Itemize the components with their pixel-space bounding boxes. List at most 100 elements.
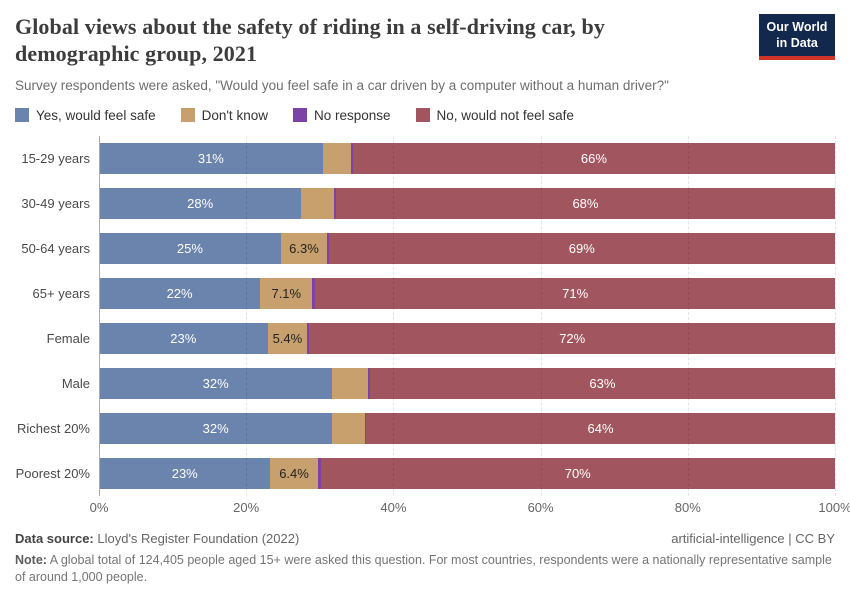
chart-row: 15-29 years 31% 66%	[15, 136, 835, 181]
chart-row: 65+ years 22% 7.1% 71%	[15, 271, 835, 316]
bar-value-label: 6.4%	[279, 465, 309, 481]
bar-segment[interactable]	[364, 412, 367, 444]
bar-segment[interactable]: 71%	[315, 277, 835, 309]
bar-segment[interactable]: 23%	[99, 322, 268, 354]
bar-value-label: 32%	[202, 375, 229, 391]
x-axis-tick-label: 40%	[380, 499, 407, 515]
legend-label: No response	[313, 107, 391, 123]
bar-segment[interactable]	[317, 457, 321, 489]
category-label: Poorest 20%	[15, 465, 90, 481]
bar-segment[interactable]: 68%	[335, 187, 835, 219]
bar-track: 32% 63%	[99, 367, 835, 399]
data-source: Data source: Lloyd's Register Foundation…	[15, 531, 299, 546]
x-axis: 0% 20% 40% 60% 80% 100%	[90, 499, 850, 522]
chart-subtitle: Survey respondents were asked, "Would yo…	[15, 77, 669, 93]
bar-segment[interactable]: 23%	[99, 457, 271, 489]
license-link[interactable]: artificial-intelligence | CC BY	[671, 530, 835, 546]
legend-label: No, would not feel safe	[436, 107, 574, 123]
bar-segment[interactable]	[322, 142, 351, 174]
legend-item[interactable]: No response	[292, 107, 391, 123]
bar-segment[interactable]: 5.4%	[267, 322, 308, 354]
legend-swatch-icon	[180, 108, 195, 123]
category-label: 50-64 years	[21, 240, 90, 256]
bar-segment[interactable]: 6.4%	[270, 457, 318, 489]
bar-value-label: 25%	[176, 240, 203, 256]
bar-segment[interactable]: 70%	[320, 457, 835, 489]
bar-track: 28% 68%	[99, 187, 835, 219]
x-axis-tick-label: 60%	[527, 499, 554, 515]
legend-swatch-icon	[15, 108, 29, 123]
bar-track: 22% 7.1% 71%	[99, 277, 835, 309]
bar-segment[interactable]: 69%	[328, 232, 835, 264]
bar-segment[interactable]: 32%	[99, 367, 333, 399]
bar-segment[interactable]	[332, 367, 368, 399]
bar-segment[interactable]: 32%	[99, 412, 333, 444]
note-label: Note:	[15, 552, 47, 567]
bar-segment[interactable]: 28%	[99, 187, 302, 219]
data-source-label: Data source:	[15, 530, 94, 546]
bar-value-label: 70%	[564, 465, 591, 481]
bar-segment[interactable]: 64%	[366, 412, 835, 444]
legend-item[interactable]: Don't know	[180, 107, 268, 123]
footer: Data source: Lloyd's Register Foundation…	[15, 531, 835, 586]
category-label: Richest 20%	[17, 420, 90, 436]
bar-value-label: 6.3%	[289, 240, 319, 256]
bar-segment[interactable]: 31%	[99, 142, 323, 174]
chart-note: Note: A global total of 124,405 people a…	[15, 552, 835, 586]
chart-row: Female 23% 5.4% 72%	[15, 316, 835, 361]
bar-segment[interactable]	[333, 187, 336, 219]
bar-value-label: 22%	[166, 285, 193, 301]
bar-segment[interactable]	[327, 232, 329, 264]
bar-value-label: 63%	[589, 375, 616, 391]
chart-row: Richest 20% 32% 64%	[15, 406, 835, 451]
bar-segment[interactable]	[312, 277, 316, 309]
legend-swatch-icon	[415, 108, 430, 123]
data-source-value: Lloyd's Register Foundation (2022)	[93, 530, 300, 546]
owid-logo-line1: Our World	[766, 20, 828, 34]
x-axis-tick-label: 20%	[233, 499, 260, 515]
legend: Yes, would feel safe Don't know No respons…	[15, 108, 835, 123]
stacked-bar-chart: 15-29 years 31% 66% 30-49 years 28% 68% 50-64 …	[15, 135, 850, 522]
bar-segment[interactable]: 7.1%	[260, 277, 313, 309]
chart-row: Male 32% 63%	[15, 361, 835, 406]
bar-track: 31% 66%	[99, 142, 835, 174]
x-axis-tick-label: 100%	[818, 499, 850, 515]
bar-value-label: 28%	[187, 195, 214, 211]
bar-value-label: 23%	[170, 330, 197, 346]
bar-segment[interactable]: 6.3%	[280, 232, 328, 264]
bar-segment[interactable]	[307, 322, 310, 354]
category-label: Female	[46, 330, 90, 346]
bar-segment[interactable]: 72%	[309, 322, 835, 354]
note-text: A global total of 124,405 people aged 15…	[15, 552, 832, 584]
legend-label: Don't know	[201, 107, 268, 123]
bar-segment[interactable]: 22%	[99, 277, 261, 309]
header: Global views about the safety of riding …	[15, 14, 835, 68]
chart-row: 50-64 years 25% 6.3% 69%	[15, 226, 835, 271]
bar-value-label: 71%	[562, 285, 589, 301]
bar-value-label: 7.1%	[271, 285, 302, 301]
bar-segment[interactable]	[367, 367, 370, 399]
bar-track: 32% 64%	[99, 412, 835, 444]
bar-value-label: 32%	[202, 420, 229, 436]
bar-segment[interactable]	[332, 412, 365, 444]
bar-segment[interactable]: 66%	[352, 142, 835, 174]
legend-item[interactable]: No, would not feel safe	[415, 107, 574, 123]
bar-value-label: 64%	[587, 420, 614, 436]
chart-row: 30-49 years 28% 68%	[15, 181, 835, 226]
legend-item[interactable]: Yes, would feel safe	[15, 108, 156, 123]
bar-segment[interactable]: 25%	[99, 232, 281, 264]
bar-value-label: 68%	[572, 195, 599, 211]
x-axis-tick-label: 0%	[89, 499, 109, 515]
category-label: Male	[61, 375, 90, 391]
bar-value-label: 31%	[197, 150, 224, 166]
bar-track: 25% 6.3% 69%	[99, 232, 835, 264]
category-label: 30-49 years	[21, 195, 90, 211]
bar-value-label: 69%	[568, 240, 595, 256]
owid-logo-line2: in Data	[776, 36, 818, 51]
bar-segment[interactable]	[301, 187, 334, 219]
bar-segment[interactable]: 63%	[369, 367, 835, 399]
bar-track: 23% 6.4% 70%	[99, 457, 835, 489]
bar-segment[interactable]	[350, 142, 353, 174]
owid-logo[interactable]: Our World in Data	[759, 14, 835, 60]
category-label: 15-29 years	[21, 150, 90, 166]
